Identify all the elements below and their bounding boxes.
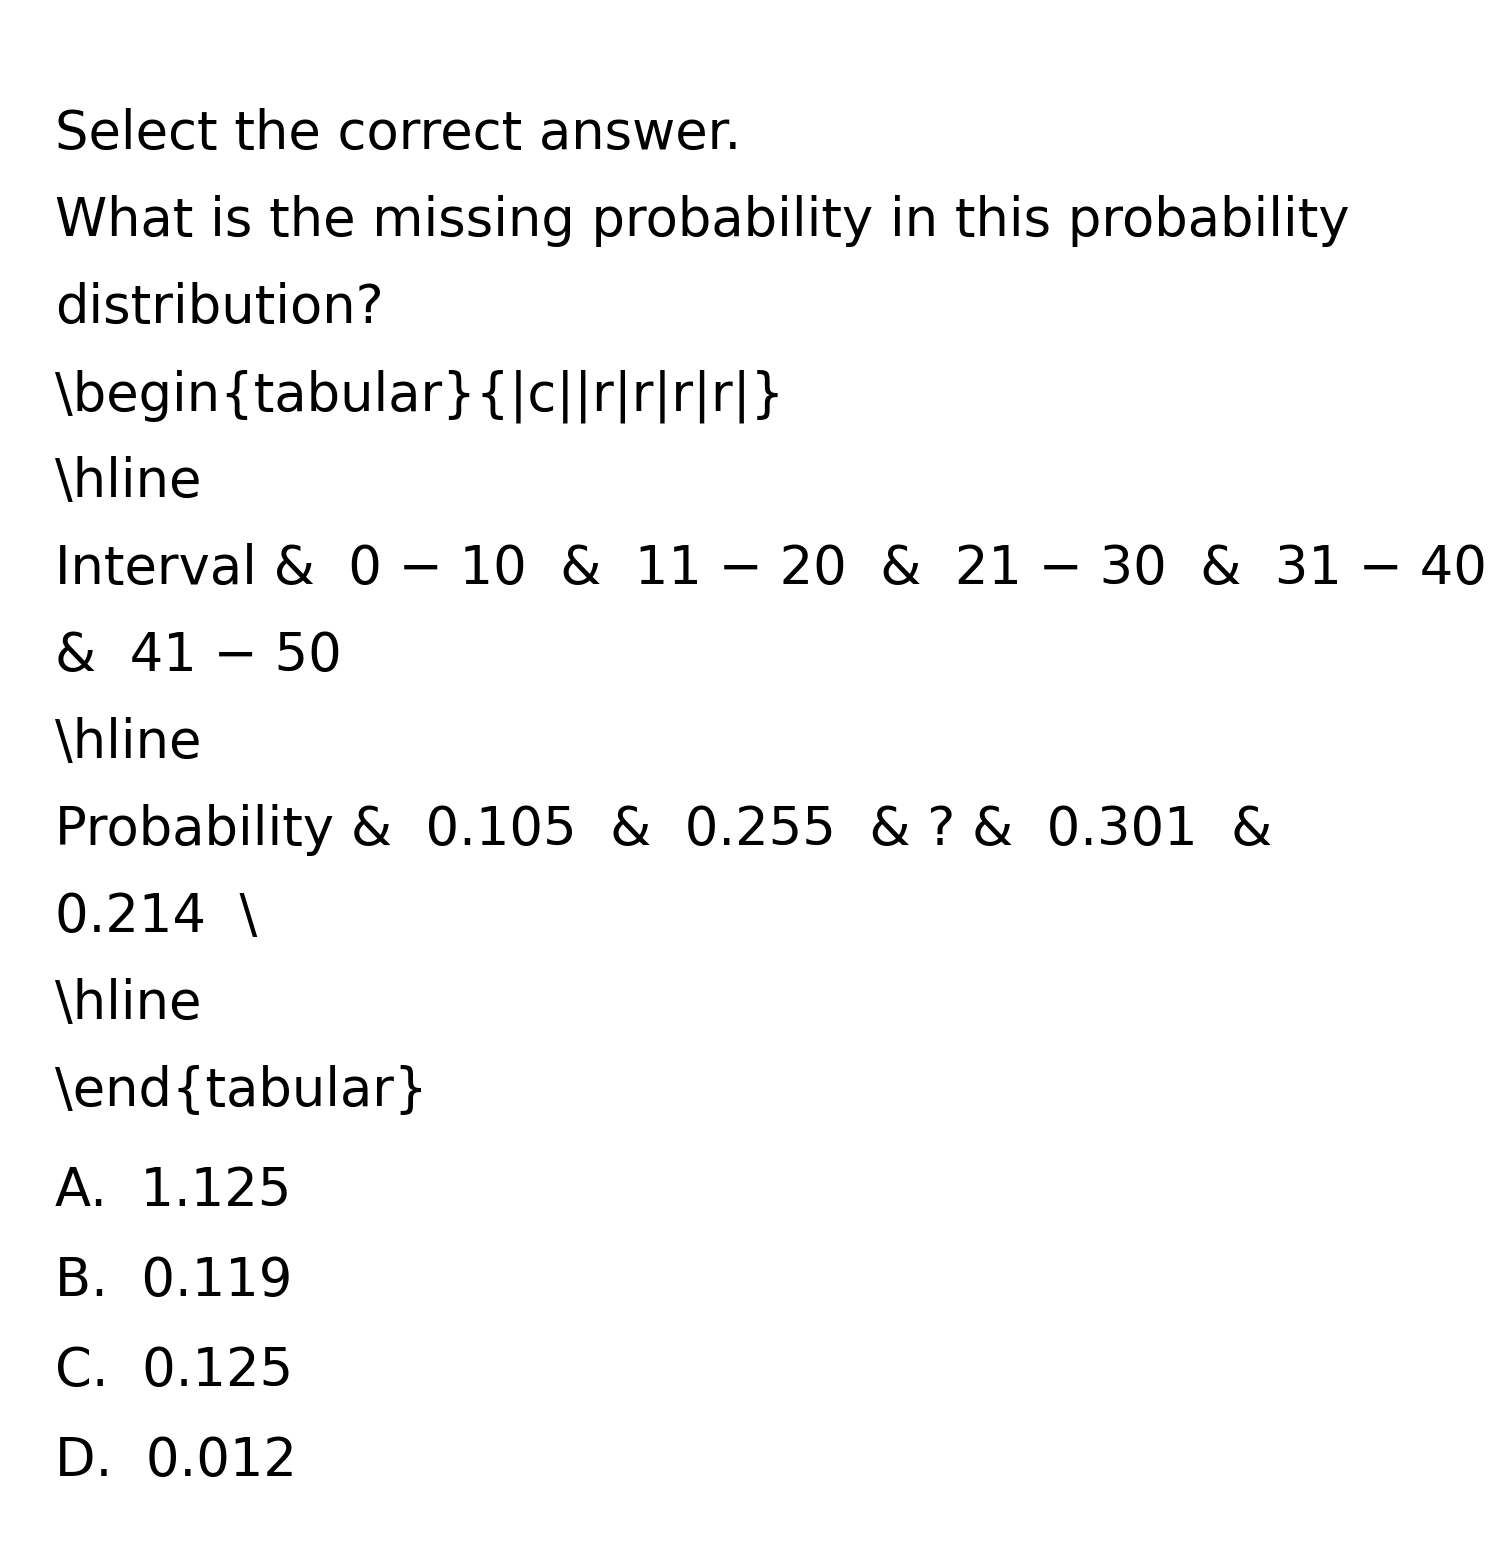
Text: Select the correct answer.: Select the correct answer. (56, 108, 741, 160)
Text: Interval &  0 − 10  &  11 − 20  &  21 − 30  &  31 − 40: Interval & 0 − 10 & 11 − 20 & 21 − 30 & … (56, 543, 1486, 594)
Text: \begin{tabular}{|c||r|r|r|r|}: \begin{tabular}{|c||r|r|r|r|} (56, 368, 785, 422)
Text: \end{tabular}: \end{tabular} (56, 1065, 427, 1116)
Text: What is the missing probability in this probability: What is the missing probability in this … (56, 194, 1350, 248)
Text: \hline: \hline (56, 456, 201, 508)
Text: 0.214  \: 0.214 \ (56, 891, 258, 942)
Text: C.  0.125: C. 0.125 (56, 1345, 292, 1397)
Text: D.  0.012: D. 0.012 (56, 1435, 297, 1486)
Text: \hline: \hline (56, 717, 201, 768)
Text: \hline: \hline (56, 978, 201, 1030)
Text: A.  1.125: A. 1.125 (56, 1165, 291, 1217)
Text: Probability &  0.105  &  0.255  & ? &  0.301  &: Probability & 0.105 & 0.255 & ? & 0.301 … (56, 804, 1272, 856)
Text: &  41 − 50: & 41 − 50 (56, 630, 342, 682)
Text: distribution?: distribution? (56, 282, 384, 334)
Text: B.  0.119: B. 0.119 (56, 1254, 292, 1308)
